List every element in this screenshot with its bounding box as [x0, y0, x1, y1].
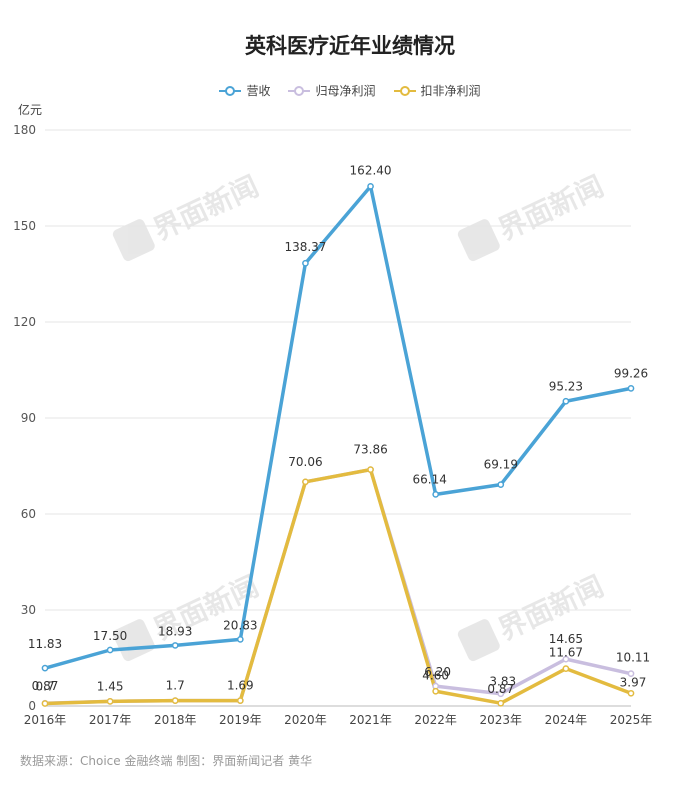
x-tick-label-7: 2023年 [480, 713, 523, 727]
series-2-label-8: 11.67 [549, 646, 583, 660]
series-0-point-2 [171, 642, 179, 649]
legend-item-net-profit[interactable]: 归母净利润 [288, 82, 376, 99]
series-2-point-7 [497, 699, 505, 707]
y-tick-label-60: 60 [21, 507, 36, 521]
series-0-label-8: 95.23 [549, 379, 583, 393]
legend-item-revenue[interactable]: 营收 [219, 82, 270, 99]
x-tick-label-2: 2018年 [154, 713, 197, 727]
y-axis-unit: 亿元 [18, 103, 43, 117]
watermark-1: 界面新闻 [457, 169, 609, 262]
y-tick-label-150: 150 [13, 219, 36, 233]
series-2-label-4: 70.06 [288, 455, 322, 469]
series-0-point-5 [367, 182, 374, 190]
series-line-2 [43, 467, 633, 706]
series-0-point-6 [432, 491, 440, 498]
series-1-label-7: 3.83 [489, 675, 516, 689]
series-2-label-7: 0.87 [487, 682, 514, 696]
chart-title: 英科医疗近年业绩情况 [245, 34, 455, 58]
legend: 营收 归母净利润 扣非净利润 [0, 82, 700, 99]
series-1-label-0: 0.87 [32, 679, 59, 693]
series-2-label-9: 3.97 [620, 675, 647, 689]
series-1-point-8 [562, 655, 570, 663]
x-tick-label-3: 2019年 [219, 713, 262, 727]
series-2-point-2 [171, 697, 179, 705]
series-2-point-4 [302, 478, 309, 486]
series-1-label-9: 10.11 [616, 651, 650, 665]
legend-label-net-profit: 归母净利润 [315, 84, 376, 98]
series-0-point-0 [41, 664, 49, 672]
series-0-label-0: 11.83 [28, 637, 62, 651]
series-0-point-8 [562, 397, 570, 405]
legend-swatch-revenue [219, 85, 242, 96]
series-0-point-4 [302, 259, 309, 267]
series-0-point-7 [497, 481, 505, 488]
series-0-label-6: 66.14 [412, 472, 446, 486]
series-1-point-9 [627, 670, 635, 677]
series-2-label-2: 1.7 [166, 679, 185, 693]
legend-swatch-deducted-profit [393, 85, 416, 96]
legend-label-revenue: 营收 [246, 84, 271, 98]
watermark-0: 界面新闻 [112, 169, 264, 262]
y-tick-label-120: 120 [13, 315, 36, 329]
x-tick-label-1: 2017年 [89, 713, 132, 727]
source-note: 数据来源：Choice 金融终端 制图：界面新闻记者 黄华 [20, 754, 313, 768]
series-2-point-5 [367, 466, 374, 473]
series-0-label-2: 18.93 [158, 624, 192, 638]
series-0-label-7: 69.19 [484, 458, 518, 472]
series-2-point-6 [432, 687, 440, 695]
x-tick-label-6: 2022年 [414, 713, 457, 727]
legend-item-deducted-profit[interactable]: 扣非净利润 [393, 82, 481, 99]
series-2-label-6: 4.60 [422, 668, 449, 682]
series-2-point-9 [627, 689, 635, 697]
series-0-label-9: 99.26 [614, 366, 648, 380]
x-tick-label-5: 2021年 [349, 713, 392, 727]
x-tick-label-4: 2020年 [284, 713, 327, 727]
x-tick-label-9: 2025年 [610, 713, 653, 727]
series-2-label-3: 1.69 [227, 679, 254, 693]
series-1-label-8: 14.65 [549, 632, 583, 646]
series-2-point-1 [106, 698, 114, 705]
svg-text:界面新闻: 界面新闻 [148, 169, 263, 246]
series-1-label-6: 6.20 [424, 665, 451, 679]
legend-swatch-net-profit [288, 85, 311, 96]
series-2-point-0 [41, 700, 49, 707]
series-2-label-5: 73.86 [353, 443, 387, 457]
series-1-point-7 [497, 690, 505, 698]
y-tick-label-30: 30 [21, 603, 36, 617]
y-tick-label-0: 0 [28, 699, 36, 713]
series-0-label-5: 162.40 [350, 163, 392, 177]
series-line-1 [43, 467, 633, 705]
series-0-label-3: 20.83 [223, 618, 257, 632]
series-0-point-3 [236, 635, 244, 643]
series-2-label-1: 1.45 [97, 679, 124, 693]
series-line-0 [43, 184, 633, 670]
x-tick-label-0: 2016年 [24, 713, 67, 727]
y-tick-label-180: 180 [13, 123, 36, 137]
legend-label-deducted-profit: 扣非净利润 [420, 84, 481, 98]
series-0-label-1: 17.50 [93, 629, 127, 643]
series-2-point-8 [562, 665, 570, 673]
series-0-point-1 [106, 646, 114, 654]
series-2-point-3 [236, 697, 244, 704]
series-0-point-9 [627, 385, 635, 392]
series-0-label-4: 138.37 [284, 240, 326, 254]
x-tick-label-8: 2024年 [545, 713, 588, 727]
series-2-label-0: 0.7 [35, 680, 54, 694]
y-tick-label-90: 90 [21, 411, 36, 425]
svg-text:界面新闻: 界面新闻 [493, 169, 608, 246]
watermark-3: 界面新闻 [457, 569, 609, 662]
